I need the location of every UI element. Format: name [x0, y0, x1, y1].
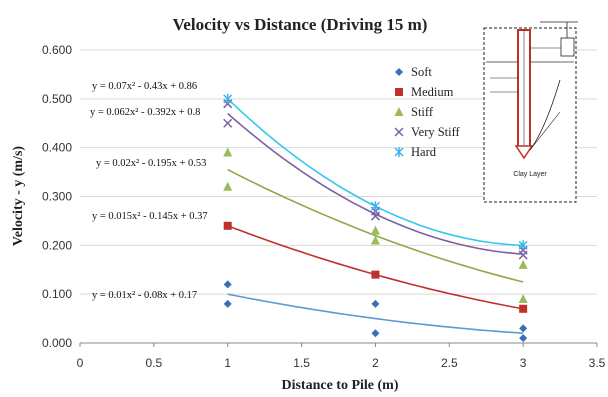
trend-equation-medium: y = 0.015x² - 0.145x + 0.37 — [92, 211, 208, 222]
x-tick-label: 3 — [520, 356, 527, 370]
data-point-stiff — [223, 147, 233, 157]
y-tick-label: 0.100 — [42, 287, 72, 301]
legend-label-soft: Soft — [411, 65, 432, 79]
legend: Soft Medium Stiff Very Stiff Hard — [394, 65, 461, 159]
legend-marker-hard — [394, 147, 404, 157]
y-tick-label: 0.300 — [42, 190, 72, 204]
inset-caption: Clay Layer — [513, 171, 547, 178]
legend-marker-soft — [395, 68, 403, 76]
influence-curve — [529, 79, 561, 151]
pile-inset-illustration: Clay Layer — [483, 21, 578, 203]
marker-stroke — [518, 250, 528, 260]
trend-equation-hard: y = 0.07x² - 0.43x + 0.86 — [92, 81, 197, 92]
y-tick-label: 0.500 — [42, 92, 72, 106]
marker-stroke — [370, 211, 380, 221]
hammer-rig — [560, 37, 575, 57]
legend-label-hard: Hard — [411, 145, 437, 159]
x-tick-label: 1 — [224, 356, 231, 370]
marker-stroke — [394, 127, 404, 137]
x-tick-label: 3.5 — [589, 356, 606, 370]
data-point-stiff — [518, 294, 528, 304]
y-tick-label: 0.200 — [42, 238, 72, 252]
data-point-soft — [223, 280, 232, 289]
data-points — [223, 93, 528, 343]
marker-stroke — [223, 118, 233, 128]
y-axis-title: Velocity - y (m/s) — [11, 146, 26, 247]
data-point-soft — [223, 299, 232, 308]
legend-label-stiff: Stiff — [411, 105, 434, 119]
x-tick-labels: 0 0.5 1 1.5 2 2.5 3 3.5 — [77, 356, 606, 370]
data-point-medium — [519, 304, 528, 313]
x-tick-label: 0.5 — [146, 356, 163, 370]
data-point-very-stiff — [518, 250, 528, 260]
x-tick-label: 2.5 — [441, 356, 458, 370]
data-point-stiff — [370, 235, 380, 245]
data-point-very-stiff — [223, 118, 233, 128]
x-axis-title: Distance to Pile (m) — [281, 378, 398, 393]
data-point-stiff — [223, 181, 233, 191]
x-tick-label: 1.5 — [293, 356, 310, 370]
data-point-soft — [371, 299, 380, 308]
axes — [79, 342, 598, 347]
trend-equation-soft: y = 0.01x² - 0.08x + 0.17 — [92, 290, 197, 301]
data-point-soft — [519, 334, 528, 343]
trend-equation-very-stiff: y = 0.062x² - 0.392x + 0.8 — [90, 107, 200, 118]
data-point-medium — [223, 221, 232, 230]
legend-marker-very-stiff — [394, 127, 404, 137]
influence-line — [529, 111, 561, 151]
y-tick-labels: 0.000 0.100 0.200 0.300 0.400 0.500 0.600 — [42, 43, 72, 350]
data-point-stiff — [518, 259, 528, 269]
data-point-stiff — [370, 225, 380, 235]
y-tick-label: 0.000 — [42, 336, 72, 350]
trend-equation-stiff: y = 0.02x² - 0.195x + 0.53 — [96, 158, 206, 169]
chart-title: Velocity vs Distance (Driving 15 m) — [173, 15, 428, 34]
gridlines — [80, 49, 597, 344]
trendline-hard — [227, 98, 524, 247]
legend-marker-stiff — [394, 107, 404, 116]
y-tick-label: 0.400 — [42, 141, 72, 155]
data-point-hard — [518, 240, 528, 251]
data-point-hard — [370, 201, 380, 212]
trendline-very-stiff — [227, 112, 524, 255]
legend-label-very-stiff: Very Stiff — [411, 125, 461, 139]
data-point-very-stiff — [370, 211, 380, 221]
trendline-soft — [227, 293, 524, 334]
data-point-soft — [371, 329, 380, 338]
x-tick-label: 2 — [372, 356, 379, 370]
y-tick-label: 0.600 — [42, 43, 72, 57]
trend-equations: y = 0.01x² - 0.08x + 0.17 y = 0.015x² - 0… — [90, 81, 208, 301]
x-tick-label: 0 — [77, 356, 84, 370]
pile-tip — [514, 145, 534, 160]
legend-label-medium: Medium — [411, 85, 454, 99]
data-point-medium — [371, 270, 380, 279]
data-point-hard — [223, 93, 233, 104]
data-point-soft — [519, 324, 528, 333]
legend-marker-medium — [395, 88, 403, 96]
